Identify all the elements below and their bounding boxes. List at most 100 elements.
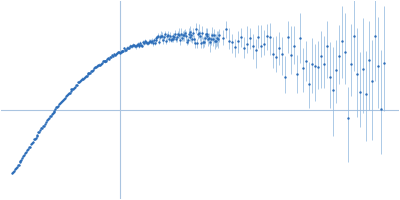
Point: [261, 42, 268, 45]
Point: [53, 105, 60, 109]
Point: [30, 140, 36, 143]
Point: [267, 35, 274, 39]
Point: [89, 69, 96, 72]
Point: [179, 36, 185, 39]
Point: [112, 54, 118, 57]
Point: [243, 42, 250, 45]
Point: [147, 40, 153, 43]
Point: [16, 160, 23, 163]
Point: [366, 58, 372, 62]
Point: [105, 57, 112, 60]
Point: [19, 156, 26, 160]
Point: [10, 171, 16, 174]
Point: [195, 32, 201, 36]
Point: [192, 42, 198, 45]
Point: [172, 33, 178, 36]
Point: [279, 52, 286, 56]
Point: [142, 40, 148, 43]
Point: [38, 127, 44, 130]
Point: [145, 42, 151, 45]
Point: [108, 56, 114, 59]
Point: [228, 40, 235, 43]
Point: [202, 32, 209, 35]
Point: [161, 35, 167, 39]
Point: [173, 37, 180, 41]
Point: [61, 97, 67, 100]
Point: [132, 45, 138, 48]
Point: [148, 39, 155, 42]
Point: [200, 41, 206, 44]
Point: [126, 46, 132, 49]
Point: [56, 102, 62, 105]
Point: [12, 167, 19, 170]
Point: [58, 100, 64, 104]
Point: [189, 37, 196, 40]
Point: [203, 34, 210, 37]
Point: [154, 35, 161, 39]
Point: [48, 114, 54, 117]
Point: [97, 63, 103, 66]
Point: [71, 86, 78, 89]
Point: [27, 145, 33, 148]
Point: [211, 34, 217, 37]
Point: [21, 153, 28, 157]
Point: [22, 152, 28, 155]
Point: [194, 42, 200, 45]
Point: [153, 36, 160, 40]
Point: [17, 159, 24, 162]
Point: [342, 50, 348, 54]
Point: [171, 35, 178, 39]
Point: [45, 117, 51, 120]
Point: [32, 137, 38, 140]
Point: [375, 64, 382, 67]
Point: [216, 34, 222, 37]
Point: [55, 104, 62, 107]
Point: [20, 155, 26, 158]
Point: [222, 28, 229, 31]
Point: [130, 43, 136, 47]
Point: [101, 60, 108, 63]
Point: [177, 38, 183, 42]
Point: [48, 112, 55, 116]
Point: [273, 55, 280, 58]
Point: [333, 68, 340, 71]
Point: [202, 37, 208, 40]
Point: [162, 32, 168, 35]
Point: [155, 34, 162, 37]
Point: [25, 147, 31, 150]
Point: [76, 81, 82, 84]
Point: [29, 141, 35, 145]
Point: [291, 44, 298, 47]
Point: [118, 50, 125, 53]
Point: [79, 77, 85, 80]
Point: [44, 118, 50, 122]
Point: [208, 37, 214, 40]
Point: [98, 63, 104, 66]
Point: [121, 46, 128, 50]
Point: [204, 32, 211, 35]
Point: [64, 92, 71, 95]
Point: [128, 45, 134, 48]
Point: [67, 90, 74, 93]
Point: [330, 88, 336, 91]
Point: [372, 34, 378, 37]
Point: [72, 85, 78, 88]
Point: [49, 112, 56, 115]
Point: [360, 67, 366, 70]
Point: [255, 36, 262, 39]
Point: [152, 38, 159, 41]
Point: [96, 64, 102, 67]
Point: [357, 90, 364, 93]
Point: [62, 97, 68, 100]
Point: [66, 92, 72, 95]
Point: [214, 36, 220, 39]
Point: [50, 111, 57, 114]
Point: [132, 44, 139, 47]
Point: [156, 40, 162, 43]
Point: [95, 64, 101, 67]
Point: [70, 87, 76, 90]
Point: [282, 76, 289, 79]
Point: [166, 34, 173, 37]
Point: [88, 70, 94, 73]
Point: [26, 146, 32, 149]
